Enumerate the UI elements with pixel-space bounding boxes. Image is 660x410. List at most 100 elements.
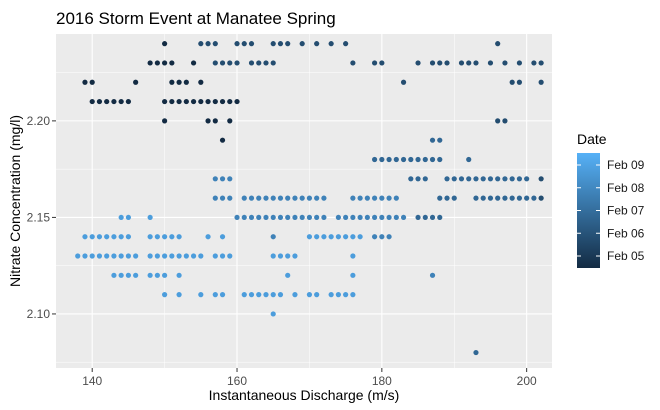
data-point (219, 253, 226, 259)
data-point (270, 311, 276, 317)
chart-title: 2016 Storm Event at Manatee Spring (56, 9, 336, 28)
data-point (125, 214, 132, 221)
data-point (104, 234, 110, 240)
data-point (335, 234, 341, 240)
legend-labels: Feb 09 Feb 08 Feb 07 Feb 06 Feb 05 (577, 158, 645, 263)
data-point (371, 156, 378, 163)
data-point (133, 272, 139, 278)
data-point (524, 176, 530, 182)
x-axis-title: Instantaneous Discharge (m/s) (209, 387, 400, 403)
data-point (292, 292, 298, 298)
data-point (183, 253, 189, 259)
data-point (212, 292, 218, 298)
data-point (292, 253, 298, 259)
data-point (321, 195, 327, 201)
data-point (292, 214, 298, 221)
data-point (162, 41, 168, 47)
data-point (502, 118, 508, 124)
data-point (270, 214, 276, 221)
data-point (524, 195, 530, 201)
x-tick-label: 180 (372, 374, 392, 388)
data-point (270, 195, 276, 201)
data-point (118, 234, 124, 240)
data-point (219, 176, 226, 182)
data-point (321, 214, 327, 221)
data-point (451, 176, 457, 182)
data-point (538, 79, 544, 85)
data-point (256, 195, 262, 201)
data-point (227, 253, 233, 259)
data-point (306, 214, 313, 221)
data-point (285, 214, 291, 221)
data-point (429, 137, 436, 143)
data-point (96, 234, 103, 240)
data-point (343, 234, 349, 240)
data-point (147, 60, 153, 66)
data-point (104, 98, 110, 105)
data-point (176, 98, 182, 105)
data-point (400, 156, 407, 163)
data-point (429, 214, 436, 221)
data-point (190, 60, 197, 66)
x-tick-label: 140 (82, 374, 102, 388)
data-point (299, 195, 305, 201)
y-tick-label: 2.10 (27, 307, 51, 321)
data-point (480, 195, 486, 201)
data-point (133, 79, 139, 85)
data-point (219, 234, 226, 240)
data-point (495, 195, 501, 201)
data-point (306, 292, 313, 298)
data-point (270, 253, 276, 259)
data-point (263, 214, 269, 221)
data-point (285, 272, 291, 278)
data-point (314, 214, 320, 221)
data-point (125, 253, 132, 259)
data-point (176, 79, 182, 85)
data-point (400, 79, 407, 85)
data-point (502, 195, 508, 201)
data-point (89, 253, 95, 259)
data-point (162, 292, 168, 298)
data-point (118, 272, 124, 278)
data-point (350, 253, 356, 259)
data-point (241, 292, 247, 298)
data-point (400, 214, 407, 221)
data-point (111, 272, 117, 278)
data-point (379, 156, 385, 163)
data-point (104, 253, 110, 259)
data-point (147, 214, 153, 221)
data-point (357, 195, 363, 201)
data-point (466, 60, 472, 66)
data-point (212, 60, 218, 66)
data-point (82, 234, 88, 240)
data-point (371, 214, 378, 221)
data-point (176, 234, 182, 240)
data-point (256, 292, 262, 298)
data-point (248, 195, 255, 201)
data-point (487, 195, 494, 201)
data-point (386, 234, 392, 240)
data-point (487, 176, 494, 182)
data-point (451, 195, 457, 201)
data-point (154, 272, 160, 278)
data-point (473, 349, 479, 356)
data-point (422, 156, 428, 163)
data-point (393, 195, 399, 201)
data-point (248, 60, 255, 66)
data-point (328, 292, 334, 298)
data-point (219, 292, 226, 298)
data-point (437, 156, 443, 163)
data-point (299, 214, 305, 221)
data-point (364, 195, 370, 201)
data-point (480, 176, 486, 182)
data-point (473, 176, 479, 182)
data-point (183, 98, 189, 105)
data-point (270, 60, 276, 66)
data-point (82, 79, 88, 85)
legend-label: Feb 06 (607, 226, 645, 240)
data-point (111, 98, 117, 105)
data-point (227, 176, 233, 182)
data-point (125, 234, 132, 240)
data-point (495, 176, 501, 182)
data-point (234, 214, 240, 221)
